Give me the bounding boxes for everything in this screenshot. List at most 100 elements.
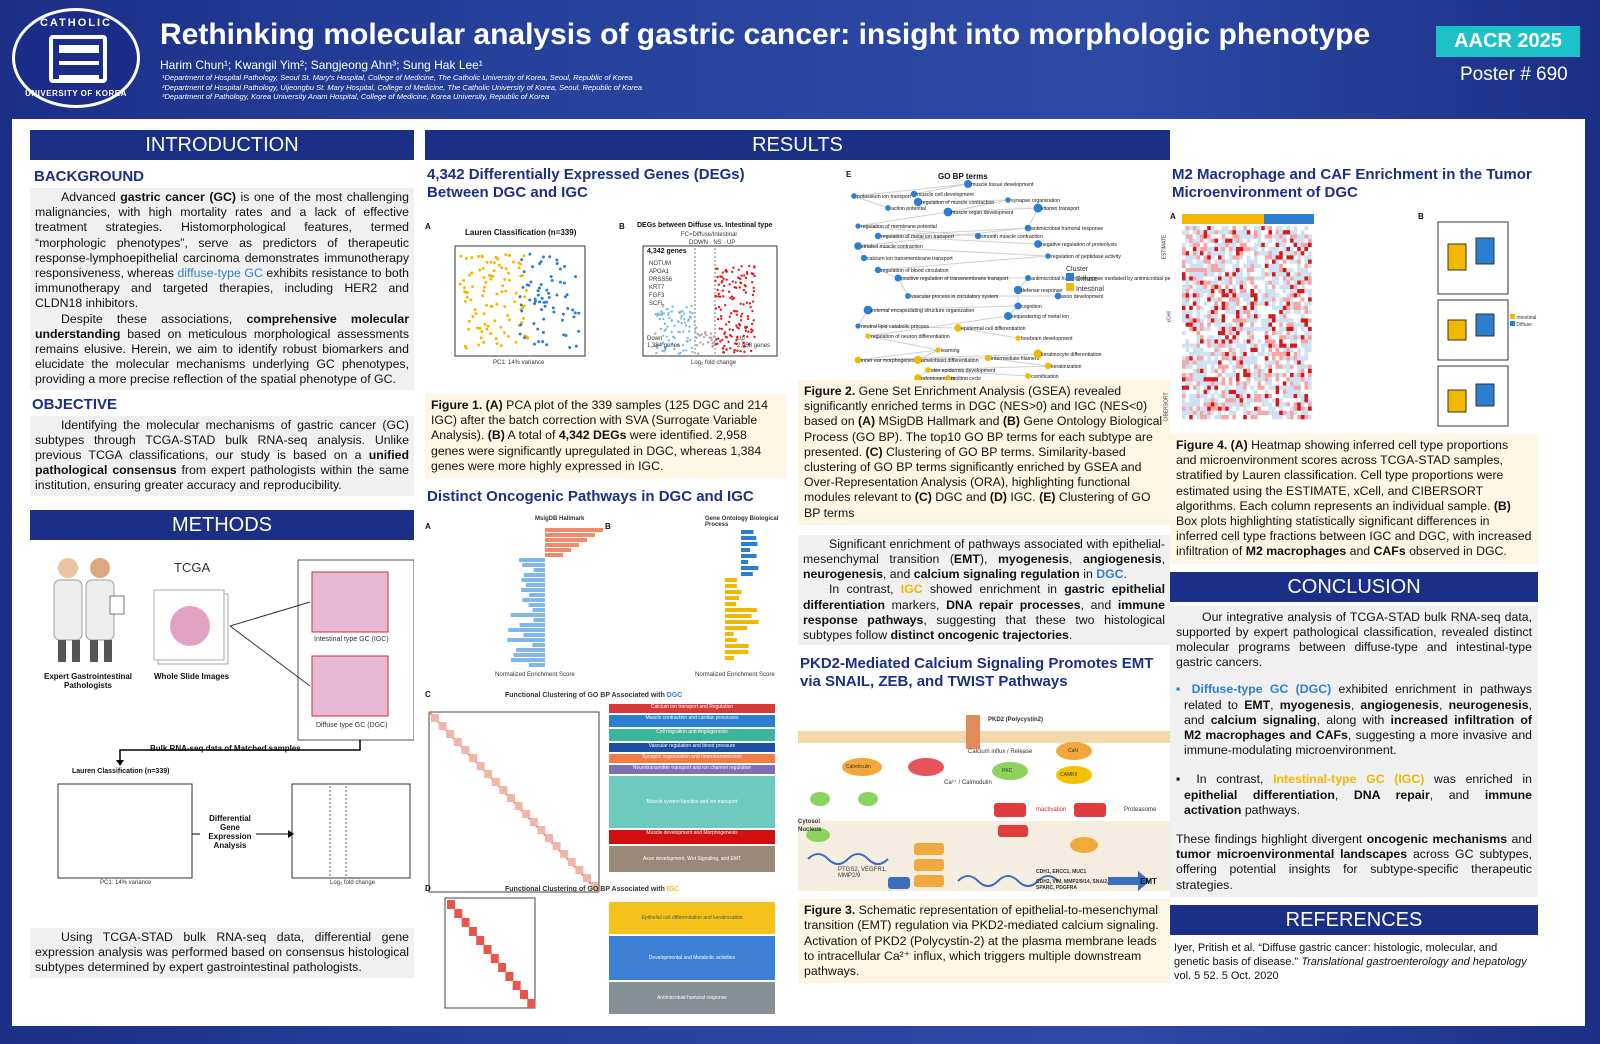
heatmap-cell xyxy=(1293,335,1298,340)
methods-figure: TCGA Expert Gastrointestinal Pathologist… xyxy=(30,546,415,906)
heatmap-cell xyxy=(1185,293,1190,298)
heatmap-cell xyxy=(1225,242,1229,248)
heatmap-cell xyxy=(1264,322,1269,327)
heatmap-cell xyxy=(1210,268,1215,273)
heatmap-cell xyxy=(1192,322,1197,327)
msigdb-bar xyxy=(528,603,545,608)
heatmap-cell xyxy=(1293,339,1298,344)
volcano-point xyxy=(737,268,740,271)
heatmap-cell xyxy=(1182,251,1186,256)
volcano-point xyxy=(751,329,754,332)
diag-pkc: PKC xyxy=(1002,768,1013,775)
heatmap-cell xyxy=(1189,263,1193,269)
heatmap-cell xyxy=(1192,373,1197,378)
heatmap-cell xyxy=(1214,410,1219,416)
heatmap-cell xyxy=(1304,406,1309,411)
heatmap-cell xyxy=(1308,347,1312,353)
network-label: action potential xyxy=(891,206,926,212)
volcano-point xyxy=(655,351,658,355)
heatmap-cell xyxy=(1272,314,1276,319)
heatmap-cell xyxy=(1182,284,1186,290)
volcano-point xyxy=(654,344,657,348)
heatmap-cell xyxy=(1272,373,1276,378)
heatmap-cell xyxy=(1275,251,1280,256)
pca-point xyxy=(528,252,532,256)
heatmap-cell xyxy=(1207,385,1211,390)
msigdb-bar xyxy=(525,583,545,588)
heatmap-cell xyxy=(1300,293,1305,298)
heatmap-cell xyxy=(1228,381,1233,386)
heatmap-cell xyxy=(1185,314,1190,319)
heatmap-cell xyxy=(1275,226,1280,231)
heatmap-cell xyxy=(1250,305,1255,311)
heatmap-cell xyxy=(1192,310,1197,315)
heatmap-cell xyxy=(1200,410,1204,416)
heatmap-cell xyxy=(1200,259,1204,264)
heatmap-cell xyxy=(1246,394,1251,399)
pca-point xyxy=(468,273,472,277)
pca-point xyxy=(476,326,480,330)
heatmap-cell xyxy=(1189,251,1193,256)
heatmap-cell xyxy=(1300,251,1305,256)
heatmap-cell xyxy=(1243,356,1247,361)
volcano-gene-count: 4,342 genes xyxy=(647,248,687,255)
heatmap-cell xyxy=(1304,381,1309,386)
pca-point xyxy=(470,271,474,275)
pca-point xyxy=(482,289,486,293)
volcano-point xyxy=(736,335,739,339)
heatmap-cell xyxy=(1207,259,1211,264)
heatmap-cell xyxy=(507,794,515,803)
gobp-bar xyxy=(741,554,757,559)
fig4-label-a: A xyxy=(1170,212,1176,221)
network-label: calcium ion transmembrane transport xyxy=(867,256,953,262)
volcano-point xyxy=(714,307,718,310)
heatmap-cell xyxy=(1221,276,1226,281)
heatmap-cell xyxy=(1203,293,1208,298)
heatmap-cell xyxy=(1182,385,1186,390)
heatmap-cell xyxy=(1221,364,1226,369)
msigdb-bar xyxy=(528,663,545,668)
heatmap-cell xyxy=(1192,368,1197,374)
pca-point xyxy=(539,282,543,286)
network-edge xyxy=(857,211,949,227)
heatmap-cell xyxy=(575,866,584,875)
go-network-title: GO BP terms xyxy=(938,172,988,181)
heatmap-cell xyxy=(1210,301,1215,306)
heatmap-cell xyxy=(1261,318,1265,323)
heatmap-cell xyxy=(1297,322,1301,327)
heatmap-cell xyxy=(1304,259,1309,264)
heatmap-cell xyxy=(1264,263,1269,269)
volcano-point xyxy=(740,274,743,277)
heatmap-cell xyxy=(1243,305,1247,311)
heatmap-cell xyxy=(1308,251,1312,256)
heatmap-cell xyxy=(1282,322,1287,327)
heatmap-cell xyxy=(1246,259,1251,264)
heatmap-cell xyxy=(1236,226,1240,231)
diag-targets: PTGS2, VEGFR1, MMP2/9 xyxy=(838,867,887,880)
heatmap-cell xyxy=(1214,343,1219,348)
heatmap-cell xyxy=(1189,280,1193,285)
heatmap-cell xyxy=(1185,305,1190,311)
network-node xyxy=(913,355,923,365)
msigdb-bar xyxy=(521,578,545,583)
heatmap-cell xyxy=(552,842,561,851)
msigdb-bar xyxy=(508,628,545,633)
heatmap-cell xyxy=(1290,377,1294,382)
background-paragraph-1: Advanced gastric cancer (GC) is one of t… xyxy=(35,190,410,311)
heatmap-cell xyxy=(1196,352,1201,357)
pca-point xyxy=(514,291,518,295)
network-edge xyxy=(867,305,1019,311)
heatmap-cell xyxy=(1308,310,1312,315)
heatmap-cell xyxy=(1182,356,1186,361)
heatmap-cell xyxy=(1236,272,1240,277)
msigdb-bar xyxy=(545,548,571,553)
heatmap-cell xyxy=(1261,415,1265,420)
heatmap-cell xyxy=(1207,360,1211,365)
heatmap-cell xyxy=(1239,247,1244,252)
heatmap-cell xyxy=(1308,389,1312,395)
volcano-point xyxy=(679,317,683,320)
heatmap-cell xyxy=(1268,322,1273,327)
heatmap-cell xyxy=(1254,381,1258,386)
heatmap-cell xyxy=(1207,402,1211,407)
heatmap-cell xyxy=(1286,305,1291,311)
